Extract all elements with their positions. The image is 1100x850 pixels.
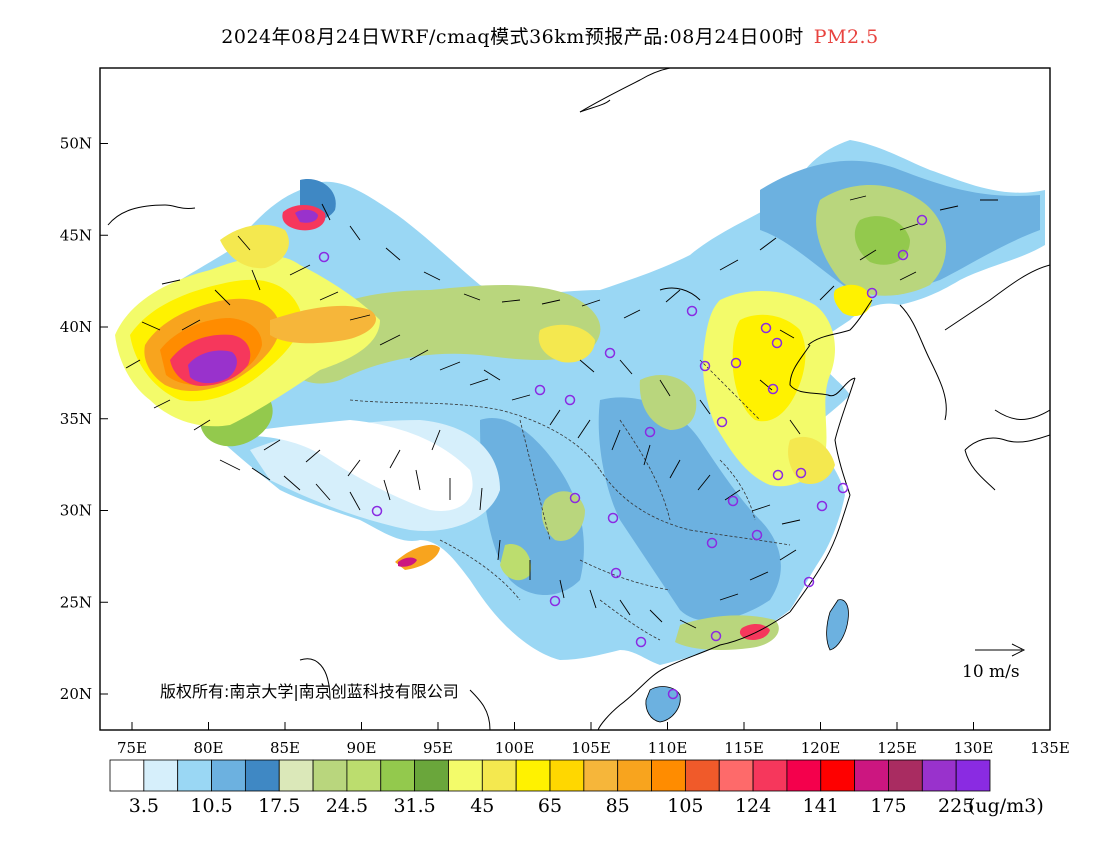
legend-label: 225 [938,795,974,817]
hainan-island [645,686,681,723]
legend-swatch [718,759,754,792]
lon-tick-label: 90E [346,739,376,757]
region-purple-xj [188,350,237,384]
lon-tick-label: 95E [423,739,453,757]
lon-tick-label: 115E [724,739,764,757]
legend-swatch [617,759,652,792]
legend-swatch [211,759,246,792]
legend-label: 17.5 [258,795,300,817]
lat-tick-label: 40N [60,318,92,336]
lon-tick-label: 100E [495,739,535,757]
china-region [118,140,1045,665]
map-plot-area: 版权所有:南京大学|南京创蓝科技有限公司 10 m/s [100,68,1050,730]
region-green-central [639,375,697,430]
legend-label: 175 [870,795,906,817]
region-yellow-shaanxi [538,324,595,363]
region-yellow-ncp3 [788,436,835,485]
legend-label: 45 [470,795,494,817]
province-borders [349,359,791,641]
legend-label: 85 [606,795,630,817]
region-yellow-liaoning [833,284,872,317]
lon-tick-label: 125E [877,739,917,757]
legend-swatch [244,759,280,792]
legend-label: 141 [803,795,839,817]
legend-swatch [921,759,957,792]
lon-tick-label: 110E [648,739,688,757]
lat-tick-label: 30N [60,502,92,520]
legend-swatch [583,759,619,792]
map-title: 2024年08月24日WRF/cmaq模式36km预报产品:08月24日00时 P… [0,22,1100,49]
lat-tick-label: 50N [60,135,92,153]
legend-swatch [515,759,551,792]
legend-swatch [380,759,416,792]
legend-swatch [820,759,856,792]
legend-swatch [346,759,382,792]
region-green-gd [675,615,779,650]
wind-vectors [125,195,998,629]
legend-unit: (ug/m3) [968,795,1044,817]
city-markers [318,214,928,700]
lat-axis: 20N 25N 30N 35N 40N 45N 50N [60,135,108,703]
coastlines [107,68,1050,730]
legend-label: 124 [735,795,771,817]
region-hotspot-tibet-core [398,557,417,567]
region-blue-dark [598,397,781,621]
legend-label: 3.5 [129,795,159,817]
lon-tick-label: 135E [1030,739,1070,757]
wind-reference-label: 10 m/s [962,662,1020,682]
legend-label: 24.5 [326,795,368,817]
region-green-sc [541,491,585,541]
region-orange-xj-strip [270,305,376,344]
legend-swatch [651,759,686,792]
legend-swatch [854,759,889,792]
lon-tick-label: 80E [193,739,223,757]
legend-swatch [888,759,923,792]
wind-reference: 10 m/s [962,643,1026,682]
legend-swatch [955,759,991,792]
legend-swatch [752,759,788,792]
legend-swatch [481,759,517,792]
legend-label: 31.5 [393,795,435,817]
legend-swatch [177,759,212,792]
legend-swatch [278,759,314,792]
legend-swatch [549,759,585,792]
lon-axis: 75E 80E 85E 90E 95E 100E 105E 110E 115E 120E 125E 1… [117,722,1070,757]
region-white [210,420,473,511]
region-hotspot-north-core [295,209,318,223]
region-green-ne-dark [854,216,910,265]
legend-label: 105 [667,795,703,817]
legend-label: 65 [538,795,562,817]
legend-swatch [312,759,348,792]
lon-tick-label: 130E [954,739,994,757]
region-yellow-ncp2 [732,314,806,422]
lon-tick-label: 85E [270,739,300,757]
legend-label: 10.5 [190,795,232,817]
region-yellow-xj-north [220,224,289,269]
copyright-text: 版权所有:南京大学|南京创蓝科技有限公司 [160,682,459,701]
map-frame [99,67,1051,731]
taiwan-island [826,599,849,651]
legend-labels: 3.5 10.5 17.5 24.5 31.5 45 65 85 105 124 141 175 225 [129,795,975,817]
lon-tick-label: 75E [117,739,147,757]
title-text: 2024年08月24日WRF/cmaq模式36km预报产品:08月24日00时 [221,26,804,48]
lon-tick-label: 120E [801,739,841,757]
lat-tick-label: 25N [60,593,92,611]
legend-swatch [109,759,145,792]
legend-swatch [143,759,179,792]
legend-swatch [448,759,483,792]
lon-tick-label: 105E [571,739,611,757]
legend-swatch [684,759,720,792]
legend-swatch [414,759,449,792]
color-legend [109,759,991,792]
region-green-sc [500,544,531,581]
legend-swatch [786,759,822,792]
lat-tick-label: 35N [60,410,92,428]
lat-tick-label: 20N [60,685,92,703]
lat-tick-label: 45N [60,226,92,244]
pollutant-label: PM2.5 [813,26,879,48]
